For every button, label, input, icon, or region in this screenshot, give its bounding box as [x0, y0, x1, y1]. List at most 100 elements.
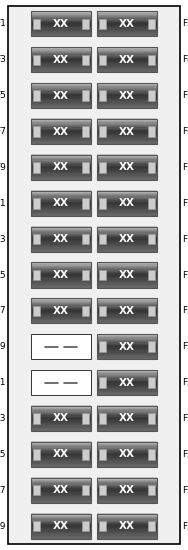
Bar [31, 522, 91, 524]
Text: F6: F6 [182, 91, 188, 100]
Bar [97, 523, 157, 525]
Bar [31, 190, 91, 192]
Bar [148, 19, 155, 29]
Bar [97, 456, 157, 458]
Bar [97, 125, 157, 127]
Bar [97, 514, 157, 516]
Bar [31, 53, 91, 55]
Bar [31, 140, 91, 141]
Bar [97, 372, 157, 374]
Bar [97, 376, 157, 378]
Bar [31, 496, 91, 498]
Bar [31, 158, 91, 160]
Text: XX: XX [53, 306, 69, 316]
Bar [97, 22, 157, 24]
Bar [31, 166, 91, 167]
Bar [97, 448, 157, 449]
Text: XX: XX [119, 19, 135, 29]
Bar [31, 232, 91, 234]
Bar [31, 47, 91, 73]
Bar [31, 455, 91, 457]
Bar [148, 449, 155, 460]
Bar [97, 298, 157, 300]
Bar [97, 107, 157, 108]
Bar [31, 170, 91, 172]
Bar [97, 373, 157, 375]
Bar [31, 167, 91, 169]
Bar [97, 101, 157, 103]
Bar [31, 535, 91, 536]
Bar [97, 158, 157, 160]
Bar [31, 536, 91, 537]
Bar [31, 155, 91, 180]
Bar [97, 477, 157, 479]
Bar [97, 208, 157, 210]
Bar [97, 207, 157, 208]
Text: F29: F29 [0, 521, 6, 531]
Bar [97, 278, 157, 280]
Bar [31, 238, 91, 239]
Text: F17: F17 [0, 306, 6, 315]
Bar [97, 103, 157, 104]
Bar [97, 358, 157, 359]
Bar [97, 336, 157, 338]
Bar [31, 298, 91, 323]
Bar [97, 47, 157, 48]
Bar [31, 47, 91, 48]
Bar [97, 157, 157, 158]
Bar [31, 130, 91, 131]
Bar [97, 199, 157, 201]
Text: XX: XX [119, 198, 135, 208]
Bar [97, 230, 157, 232]
Bar [31, 105, 91, 107]
Bar [97, 194, 157, 196]
Bar [97, 235, 157, 236]
Bar [97, 231, 157, 233]
Bar [31, 515, 91, 518]
Bar [31, 141, 91, 143]
Bar [31, 533, 91, 535]
Bar [31, 262, 91, 288]
Bar [31, 273, 91, 275]
Bar [82, 485, 89, 496]
Bar [33, 162, 40, 173]
Bar [148, 342, 155, 352]
Bar [31, 124, 91, 125]
Bar [97, 406, 157, 431]
Bar [97, 263, 157, 265]
Bar [31, 62, 91, 64]
Bar [97, 340, 157, 342]
Bar [31, 35, 91, 36]
Bar [31, 131, 91, 133]
Bar [97, 262, 157, 263]
Text: XX: XX [53, 449, 69, 459]
Bar [31, 231, 91, 233]
Text: F24: F24 [182, 414, 188, 423]
Bar [31, 414, 91, 416]
Bar [31, 30, 91, 31]
Text: F12: F12 [182, 199, 188, 208]
Bar [31, 513, 91, 515]
Bar [97, 249, 157, 250]
Text: F23: F23 [0, 414, 6, 423]
Bar [31, 135, 91, 136]
Bar [97, 213, 157, 214]
Bar [31, 51, 91, 52]
Bar [31, 69, 91, 71]
Bar [31, 478, 91, 480]
Bar [31, 429, 91, 431]
Bar [31, 529, 91, 531]
Bar [97, 375, 157, 376]
Text: XX: XX [53, 198, 69, 208]
Bar [31, 129, 91, 130]
Bar [97, 465, 157, 467]
Bar [97, 371, 157, 372]
Bar [97, 227, 157, 252]
Bar [31, 284, 91, 287]
Bar [82, 521, 89, 531]
Bar [97, 304, 157, 306]
Bar [97, 83, 157, 108]
Bar [31, 464, 91, 466]
Bar [97, 120, 157, 122]
Bar [31, 87, 91, 90]
